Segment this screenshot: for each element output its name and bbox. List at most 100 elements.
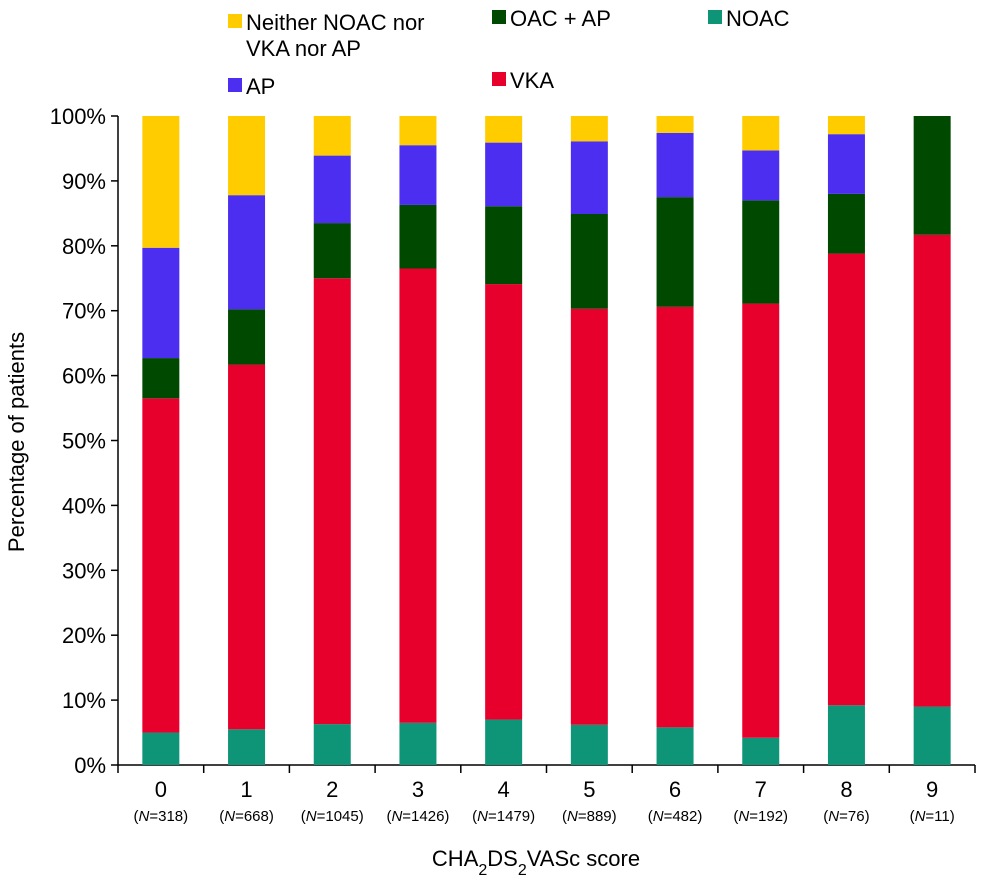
legend-swatch (492, 72, 506, 86)
legend-label: OAC + AP (510, 6, 611, 31)
bar-segment-vka (827, 253, 865, 706)
bar-segment-oac_ap (742, 200, 780, 304)
bar-segment-noac (228, 729, 266, 765)
bar-segment-neither (742, 116, 780, 151)
bar-segment-ap (399, 145, 437, 205)
x-tick-label: 8 (840, 777, 852, 802)
bar-segment-noac (142, 732, 180, 765)
bar-segment-neither (570, 116, 608, 142)
bar-segment-vka (399, 268, 437, 723)
bar-segment-oac_ap (142, 358, 180, 399)
bar-segment-neither (228, 116, 266, 196)
legend-label: VKA nor AP (246, 36, 361, 61)
legend-item-noac: NOAC (708, 6, 790, 31)
y-tick-label: 10% (62, 688, 106, 713)
legend-label: Neither NOAC nor (246, 10, 425, 35)
y-axis-title: Percentage of patients (4, 332, 29, 552)
bar-segment-vka (570, 308, 608, 725)
n-count-label: (N=1479) (472, 808, 535, 825)
legend-swatch (492, 10, 506, 24)
bar-segment-oac_ap (913, 116, 951, 235)
bar-segment-ap (656, 132, 694, 198)
bar-segment-oac_ap (313, 223, 351, 279)
bar-segment-vka (228, 364, 266, 730)
bar-segment-noac (485, 719, 523, 765)
n-count-label: (N=889) (562, 808, 617, 825)
bar-segment-vka (313, 278, 351, 725)
bar-segment-noac (399, 722, 437, 765)
bar-segment-oac_ap (656, 197, 694, 307)
bar-segment-vka (913, 234, 951, 707)
x-tick-label: 2 (326, 777, 338, 802)
y-tick-label: 40% (62, 493, 106, 518)
bar-segment-noac (313, 724, 351, 765)
bar-segment-noac (742, 737, 780, 765)
legend-item-ap: AP (228, 74, 275, 99)
bar-segment-oac_ap (399, 204, 437, 269)
legend-swatch (708, 10, 722, 24)
bar-segment-vka (742, 303, 780, 738)
n-count-label: (N=192) (733, 808, 788, 825)
legend-label: NOAC (726, 6, 790, 31)
bar-segment-ap (313, 155, 351, 224)
legend-label: VKA (510, 68, 554, 93)
x-tick-label: 4 (498, 777, 510, 802)
bar-segment-oac_ap (827, 193, 865, 254)
x-tick-label: 0 (155, 777, 167, 802)
bar-segment-neither (142, 116, 180, 248)
y-tick-label: 100% (50, 104, 106, 129)
y-tick-label: 0% (74, 753, 106, 778)
y-tick-label: 30% (62, 558, 106, 583)
legend-item-vka: VKA (492, 68, 554, 93)
x-tick-label: 5 (583, 777, 595, 802)
bar-segment-noac (913, 706, 951, 765)
x-axis-title: CHA2DS2VASc score (432, 846, 640, 879)
x-tick-label: 3 (412, 777, 424, 802)
x-tick-label: 9 (926, 777, 938, 802)
bar-segment-oac_ap (228, 309, 266, 365)
legend-swatch (228, 78, 242, 92)
bar-segment-neither (656, 116, 694, 133)
legend-swatch (228, 14, 242, 28)
bar-segment-noac (656, 727, 694, 765)
bar-segment-ap (570, 141, 608, 214)
legend-label: AP (246, 74, 275, 99)
bar-segment-neither (399, 116, 437, 146)
n-count-label: (N=482) (648, 808, 703, 825)
y-tick-label: 90% (62, 169, 106, 194)
n-count-label: (N=668) (219, 808, 274, 825)
bar-segment-ap (827, 134, 865, 194)
bar-segment-neither (313, 116, 351, 156)
bar-segment-ap (142, 247, 180, 359)
y-tick-label: 50% (62, 429, 106, 454)
y-tick-label: 60% (62, 364, 106, 389)
bar-segment-vka (656, 306, 694, 728)
y-tick-label: 70% (62, 299, 106, 324)
category-labels: 0 (N=318) 1 (N=668) 2 (N=1045) 3 (N=1426) 4 (N=14… (134, 777, 955, 825)
bar-segment-neither (827, 116, 865, 135)
n-count-label: (N=1045) (301, 808, 364, 825)
bar-segment-neither (485, 116, 523, 143)
axes: 0% 10% 20% 30% 40% 50% 60% 70% 80% 90% 100% (50, 104, 976, 778)
n-count-label: (N=76) (823, 808, 869, 825)
y-tick-label: 80% (62, 234, 106, 259)
legend-item-oac_ap: OAC + AP (492, 6, 611, 31)
bar-segment-ap (485, 142, 523, 207)
bar-segment-noac (827, 705, 865, 765)
n-count-label: (N=11) (910, 808, 955, 825)
n-count-label: (N=318) (134, 808, 189, 825)
bar-segment-ap (228, 195, 266, 310)
x-tick-label: 1 (240, 777, 252, 802)
bar-segment-oac_ap (485, 206, 523, 285)
x-tick-label: 6 (669, 777, 681, 802)
bar-segment-noac (570, 724, 608, 765)
x-tick-label: 7 (755, 777, 767, 802)
bar-segment-oac_ap (570, 214, 608, 309)
bar-segment-vka (142, 398, 180, 733)
n-count-label: (N=1426) (386, 808, 449, 825)
bars (142, 116, 951, 765)
